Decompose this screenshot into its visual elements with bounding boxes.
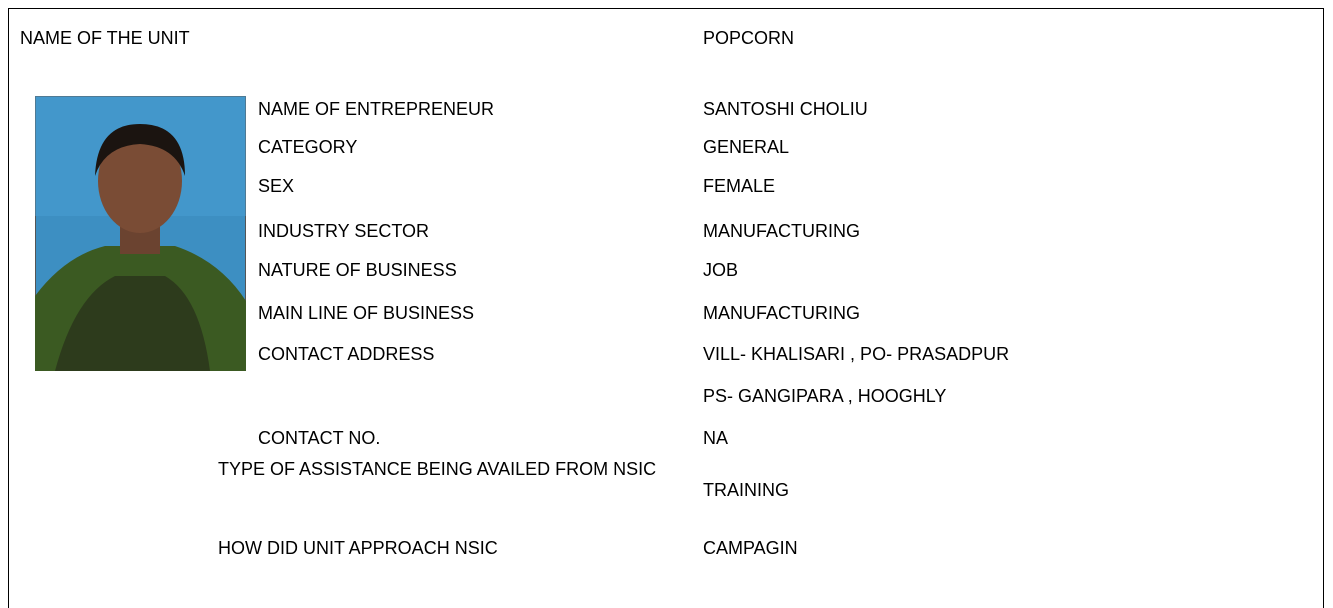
approach-label: HOW DID UNIT APPROACH NSIC: [218, 538, 498, 558]
unit-value: POPCORN: [703, 28, 795, 48]
approach-value: CAMPAGIN: [703, 538, 798, 558]
contact-value: NA: [703, 428, 729, 448]
field-label: NATURE OF BUSINESS: [258, 260, 457, 280]
field-value: MANUFACTURING: [703, 303, 860, 323]
contact-label: CONTACT NO.: [258, 428, 381, 448]
field-label: NAME OF ENTREPRENEUR: [258, 99, 495, 119]
assistance-label: TYPE OF ASSISTANCE BEING AVAILED FROM NS…: [218, 459, 657, 479]
field-value: JOB: [703, 260, 739, 280]
field-label: SEX: [258, 176, 295, 196]
address-line: PS- GANGIPARA , HOOGHLY: [703, 386, 947, 406]
address-label: CONTACT ADDRESS: [258, 344, 435, 364]
field-label: CATEGORY: [258, 137, 358, 157]
field-value: FEMALE: [703, 176, 776, 196]
field-label: INDUSTRY SECTOR: [258, 221, 430, 241]
photo: [35, 96, 246, 371]
field-value: SANTOSHI CHOLIU: [703, 99, 868, 119]
field-value: GENERAL: [703, 137, 790, 157]
address-line: VILL- KHALISARI , PO- PRASADPUR: [703, 344, 1010, 364]
field-value: MANUFACTURING: [703, 221, 860, 241]
unit-label: NAME OF THE UNIT: [20, 28, 190, 48]
field-label: MAIN LINE OF BUSINESS: [258, 303, 475, 323]
frame: [8, 8, 1324, 608]
assistance-value: TRAINING: [703, 480, 790, 500]
